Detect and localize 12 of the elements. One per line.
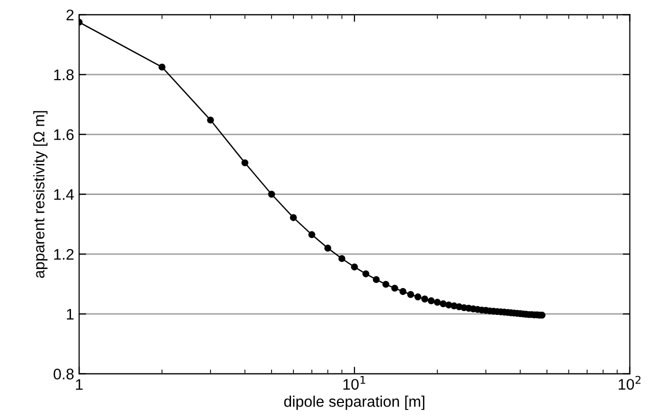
y-tick-label: 0.8 [54, 368, 74, 380]
x-tick-label: 1 [76, 379, 83, 390]
y-tick-label: 2 [66, 10, 74, 20]
x-tick-label: 10$^{2}$ [618, 376, 640, 390]
x-tick-label: 10$^{1}$ [343, 376, 366, 390]
y-tick-label: 1 [66, 308, 74, 320]
y-tick-label: 1.4 [54, 189, 74, 200]
x-axis-title: dipole separation [m] [284, 396, 424, 410]
y-tick-label: 1.6 [54, 129, 74, 140]
y-tick-label: 1.2 [54, 248, 74, 260]
y-tick-label: 1.8 [54, 69, 74, 80]
y-axis-title: apparent resistivity [Ω m] [33, 111, 48, 278]
